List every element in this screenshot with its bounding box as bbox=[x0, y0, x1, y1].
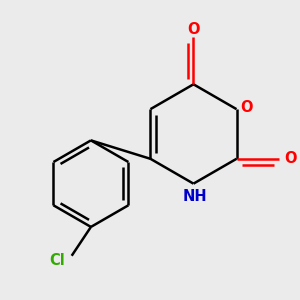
Text: O: O bbox=[187, 22, 200, 37]
Text: Cl: Cl bbox=[50, 253, 65, 268]
Text: O: O bbox=[241, 100, 253, 115]
Text: NH: NH bbox=[183, 189, 207, 204]
Text: O: O bbox=[285, 151, 297, 166]
